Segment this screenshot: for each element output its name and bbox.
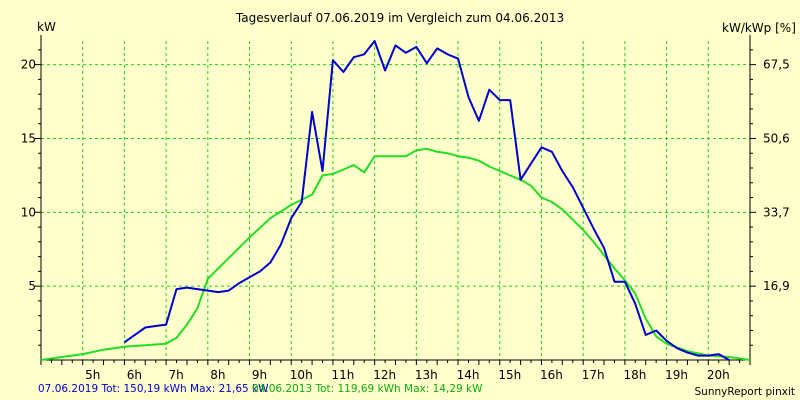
y-left-tick-label-15: 15 (21, 131, 36, 145)
x-tick-label-10h: 10h (290, 368, 313, 382)
y-left-tick-label-10: 10 (21, 205, 36, 219)
x-tick-label-5h: 5h (85, 368, 100, 382)
chart-title: Tagesverlauf 07.06.2019 im Vergleich zum… (235, 11, 564, 25)
y-right-tick-label-50,6: 50,6 (763, 131, 790, 145)
grid-lines (41, 41, 750, 360)
y-axis-right-label: kW/kWp [%] (722, 21, 796, 35)
x-tick-label-7h: 7h (168, 368, 183, 382)
x-tick-label-11h: 11h (332, 368, 355, 382)
y-right-tick-label-33,7: 33,7 (763, 205, 790, 219)
x-tick-label-19h: 19h (665, 368, 688, 382)
y-left-tick-label-20: 20 (21, 58, 36, 72)
series-line-2013 (40, 147, 751, 361)
y-right-tick-label-16,9: 16,9 (763, 279, 790, 293)
x-tick-label-15h: 15h (498, 368, 521, 382)
x-tick-label-18h: 18h (623, 368, 646, 382)
x-tick-label-14h: 14h (457, 368, 480, 382)
y-axis-left-label: kW (37, 20, 56, 34)
y-left-tick-label-5: 5 (28, 279, 36, 293)
x-tick-label-9h: 9h (252, 368, 267, 382)
series-line-2019 (123, 40, 730, 361)
y-right-tick-label-67,5: 67,5 (763, 58, 790, 72)
series-lines (40, 40, 751, 361)
x-tick-label-16h: 16h (540, 368, 563, 382)
x-tick-label-13h: 13h (415, 368, 438, 382)
footer-stats-2013: 04.06.2013 Tot: 119,69 kWh Max: 14,29 kW (252, 383, 483, 395)
x-tick-label-20h: 20h (707, 368, 730, 382)
footer-brand: SunnyReport pinxit (695, 386, 795, 398)
x-tick-label-6h: 6h (127, 368, 142, 382)
axes (35, 35, 756, 365)
x-tick-label-8h: 8h (210, 368, 225, 382)
footer-stats-2019: 07.06.2019 Tot: 150,19 kWh Max: 21,65 kW (38, 383, 269, 395)
x-tick-label-12h: 12h (373, 368, 396, 382)
tick-labels: 5h 6h 7h 8h 9h 10h 11h 12h 13h 14h 15h 16h 17h 18h 19h… (21, 58, 790, 382)
x-tick-label-17h: 17h (582, 368, 605, 382)
